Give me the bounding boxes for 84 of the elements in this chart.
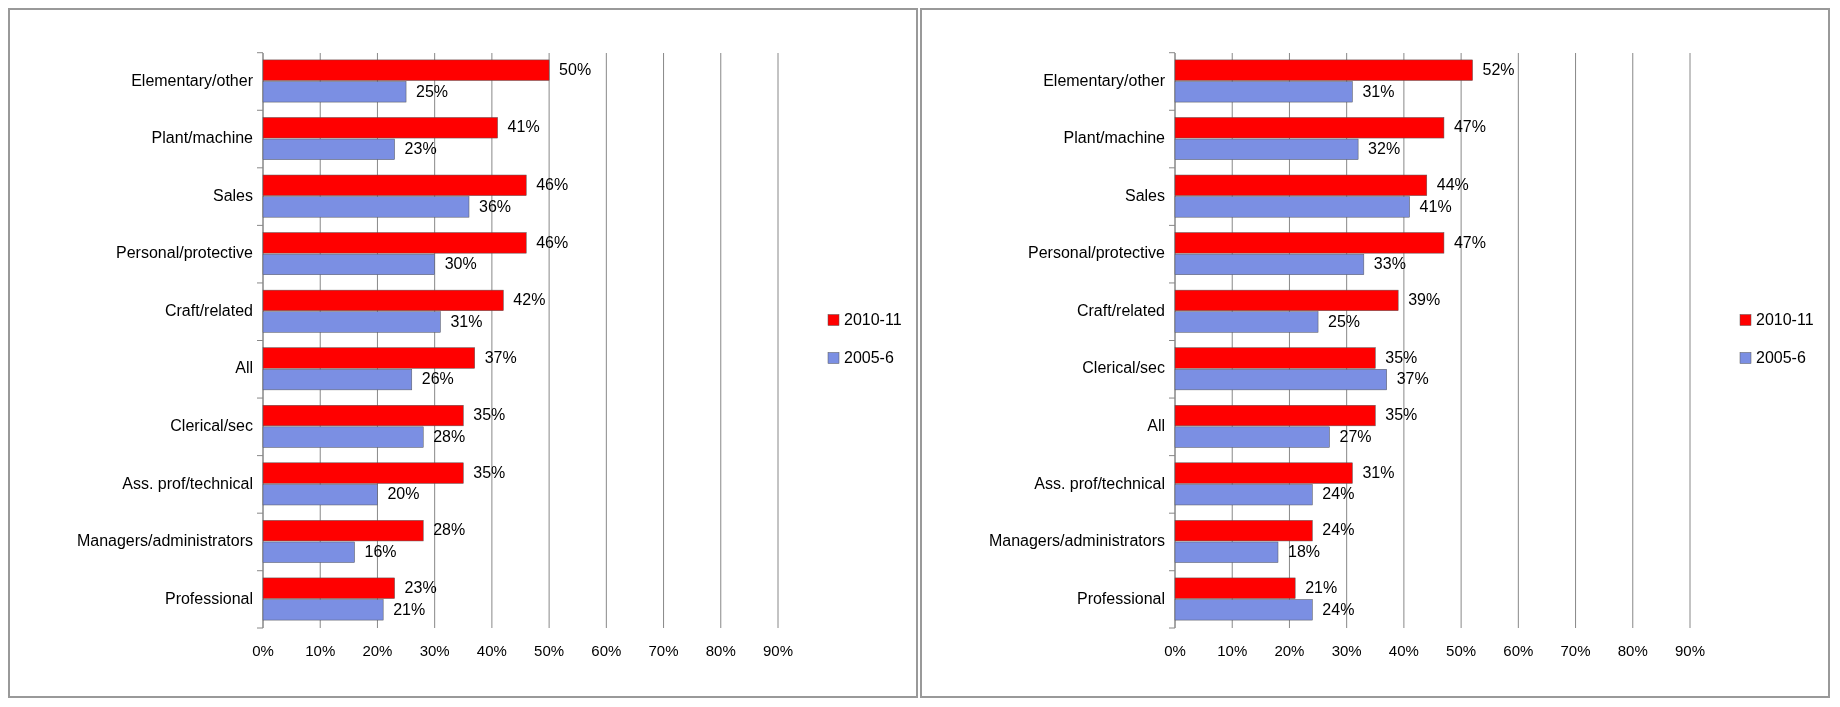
data-label: 33% [1373, 255, 1406, 273]
data-label: 18% [1288, 542, 1321, 560]
y-tick-label: Professional [164, 589, 253, 607]
x-tick-label: 70% [1560, 642, 1591, 659]
x-tick-label: 40% [1388, 642, 1419, 659]
y-tick-label: Plant/machine [1063, 129, 1166, 147]
data-label: 27% [1339, 427, 1372, 445]
legend-label: 2010-11 [1756, 310, 1814, 328]
y-tick-label: All [1147, 417, 1165, 435]
y-tick-label: Elementary/other [1043, 71, 1166, 89]
x-tick-label: 80% [705, 642, 736, 659]
data-label: 26% [421, 370, 454, 388]
data-label: 23% [404, 140, 437, 158]
data-label: 23% [404, 578, 437, 596]
x-tick-label: 10% [1217, 642, 1248, 659]
x-tick-label: 60% [1503, 642, 1534, 659]
y-tick-label: Ass. prof/technical [1034, 474, 1165, 492]
data-label: 31% [1362, 82, 1395, 100]
y-tick-label: Personal/protective [1028, 244, 1166, 262]
legend-label: 2010-11 [844, 310, 902, 328]
y-tick-label: Personal/protective [116, 244, 254, 262]
data-label: 46% [536, 233, 569, 251]
y-tick-label: Sales [212, 186, 253, 204]
y-tick-label: Ass. prof/technical [122, 474, 253, 492]
x-tick-label: 70% [648, 642, 679, 659]
data-label: 47% [1453, 118, 1486, 136]
data-label: 42% [513, 291, 546, 309]
data-label: 24% [1322, 600, 1355, 618]
data-label: 37% [1396, 370, 1429, 388]
data-label: 21% [393, 600, 426, 618]
data-label: 41% [1419, 197, 1452, 215]
data-label: 37% [484, 348, 517, 366]
data-label: 21% [1305, 578, 1338, 596]
data-label: 35% [473, 406, 506, 424]
y-tick-label: Craft/related [164, 301, 253, 319]
data-label: 31% [450, 312, 483, 330]
data-label: 20% [387, 485, 420, 503]
x-tick-label: 90% [762, 642, 794, 659]
data-label: 28% [433, 427, 466, 445]
data-label: 35% [1385, 348, 1418, 366]
x-tick-label: 0% [1164, 642, 1186, 659]
y-tick-label: Clerical/sec [170, 417, 253, 435]
y-tick-label: Clerical/sec [1082, 359, 1165, 377]
x-tick-label: 40% [476, 642, 507, 659]
data-label: 24% [1322, 521, 1355, 539]
data-label: 35% [473, 463, 506, 481]
x-tick-label: 0% [252, 642, 274, 659]
data-label: 25% [1328, 312, 1361, 330]
y-tick-label: Sales [1124, 186, 1165, 204]
data-label: 30% [444, 255, 477, 273]
data-label: 36% [479, 197, 512, 215]
x-tick-label: 20% [362, 642, 393, 659]
y-tick-label: All [235, 359, 253, 377]
y-tick-label: Elementary/other [131, 71, 254, 89]
data-label: 50% [559, 60, 592, 78]
data-label: 24% [1322, 485, 1355, 503]
x-tick-label: 90% [1674, 642, 1706, 659]
data-label: 44% [1436, 176, 1469, 194]
legend-label: 2005-6 [844, 348, 894, 366]
data-label: 41% [507, 118, 540, 136]
data-label: 32% [1368, 140, 1401, 158]
data-label: 47% [1453, 233, 1486, 251]
y-tick-label: Professional [1076, 589, 1165, 607]
x-tick-label: 50% [1446, 642, 1477, 659]
data-label: 31% [1362, 463, 1395, 481]
data-label: 28% [433, 521, 466, 539]
data-label: 52% [1482, 60, 1515, 78]
x-tick-label: 10% [305, 642, 336, 659]
y-tick-label: Managers/administrators [988, 532, 1165, 550]
y-tick-label: Plant/machine [151, 129, 254, 147]
x-tick-label: 50% [534, 642, 565, 659]
x-tick-label: 20% [1274, 642, 1305, 659]
data-label: 25% [416, 82, 449, 100]
data-label: 16% [364, 542, 397, 560]
y-tick-label: Managers/administrators [76, 532, 253, 550]
y-tick-label: Craft/related [1076, 301, 1165, 319]
legend-label: 2005-6 [1756, 348, 1806, 366]
x-tick-label: 80% [1617, 642, 1648, 659]
data-label: 46% [536, 176, 569, 194]
data-label: 39% [1408, 291, 1441, 309]
x-tick-label: 30% [419, 642, 450, 659]
data-label: 35% [1385, 406, 1418, 424]
x-tick-label: 30% [1331, 642, 1362, 659]
x-tick-label: 60% [591, 642, 622, 659]
